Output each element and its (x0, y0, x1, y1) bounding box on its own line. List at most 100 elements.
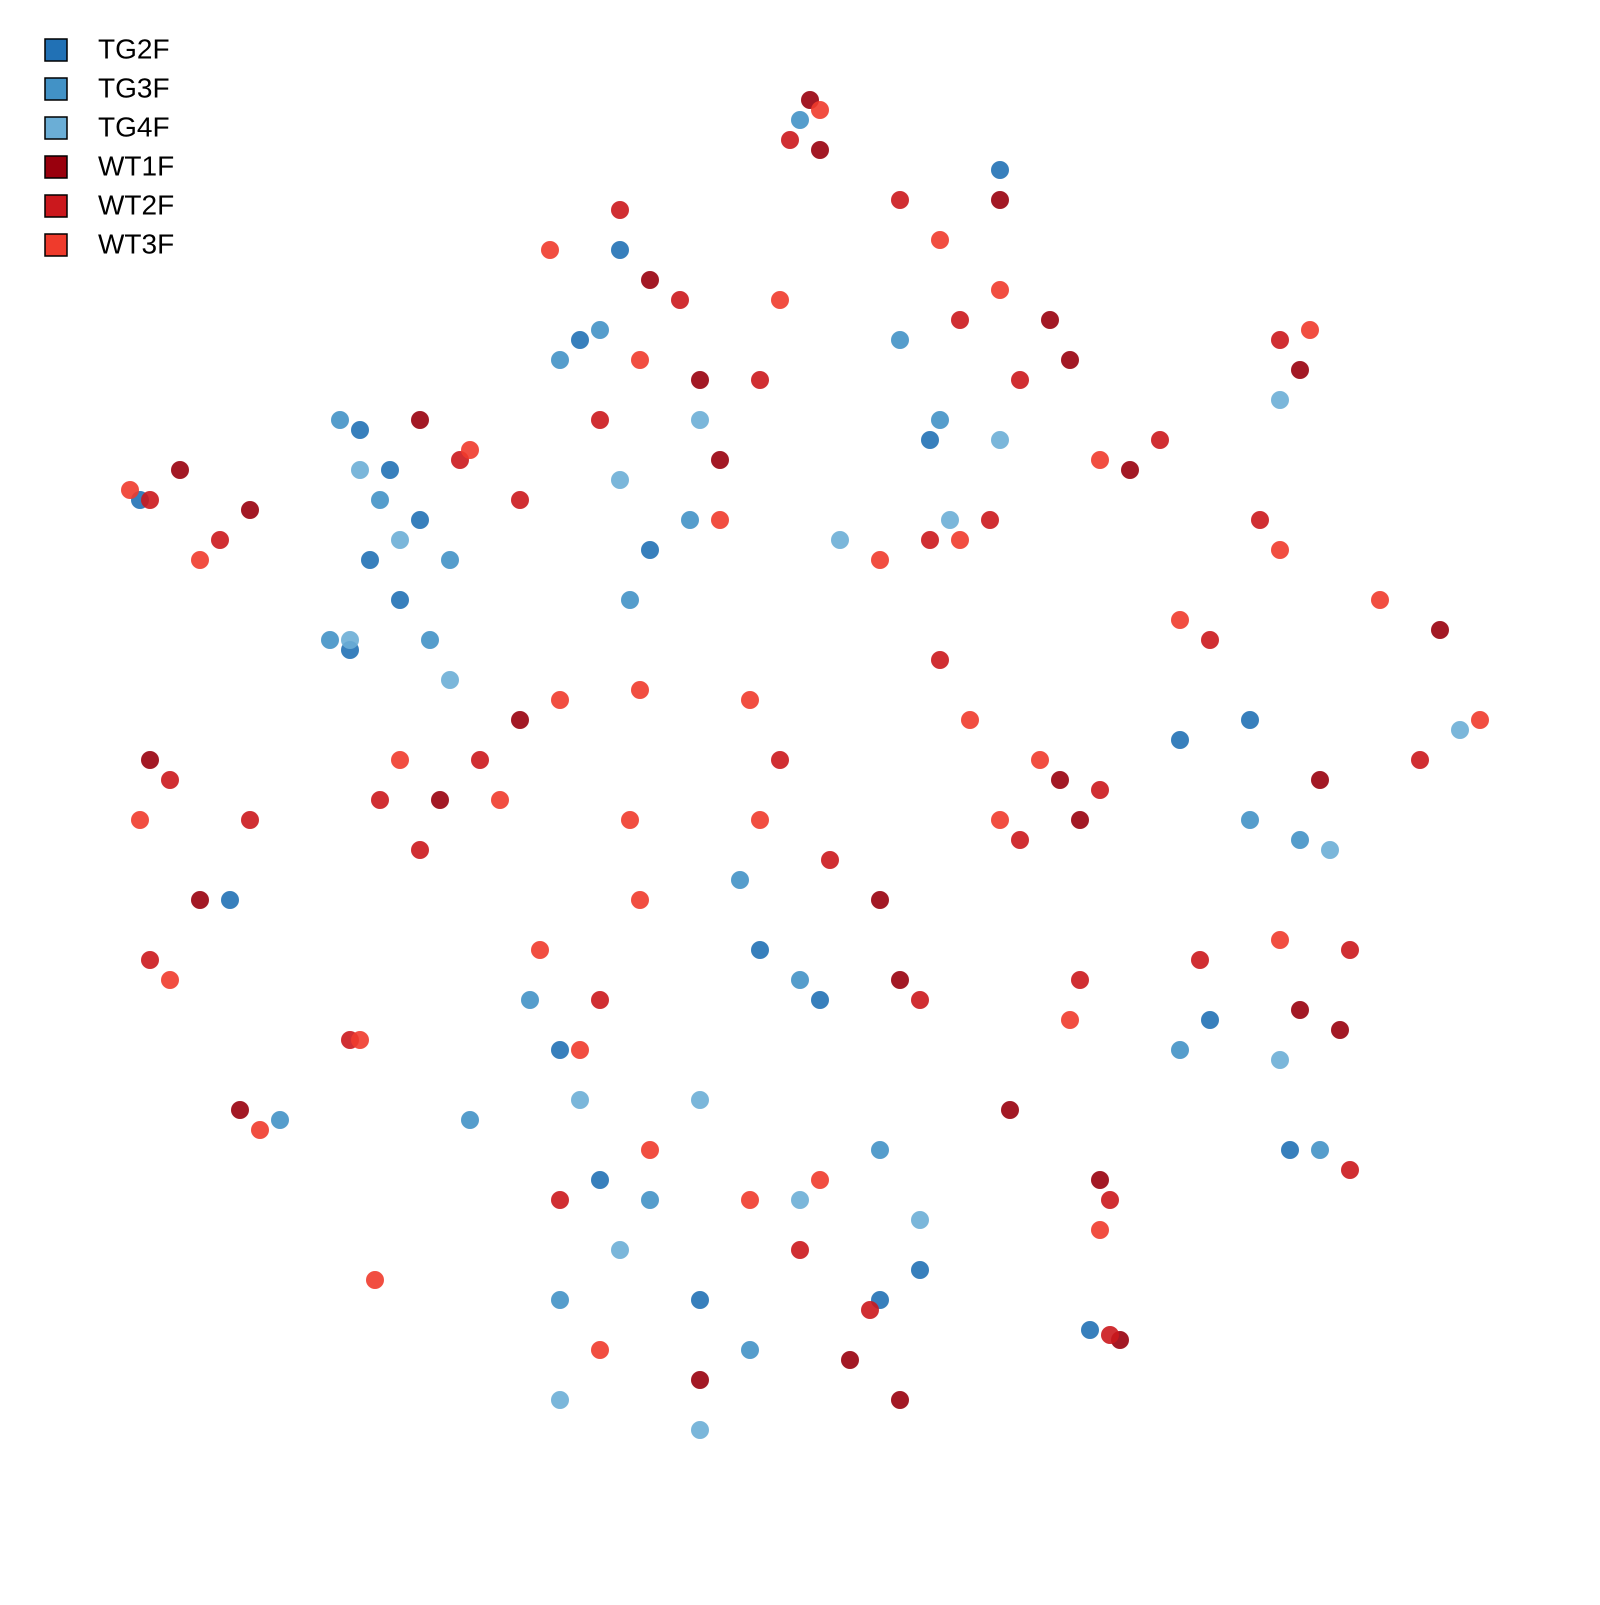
point (1201, 631, 1219, 649)
point (1121, 461, 1139, 479)
point (631, 891, 649, 909)
point (691, 1291, 709, 1309)
point (711, 451, 729, 469)
point (1291, 1001, 1309, 1019)
point (441, 671, 459, 689)
point (141, 751, 159, 769)
point (1291, 361, 1309, 379)
point (461, 441, 479, 459)
point (1301, 321, 1319, 339)
point (366, 1271, 384, 1289)
point (1201, 1011, 1219, 1029)
point (1091, 1221, 1109, 1239)
point (191, 551, 209, 569)
point (641, 271, 659, 289)
point (1101, 1191, 1119, 1209)
point (1271, 391, 1289, 409)
legend-label: TG4F (98, 111, 170, 142)
point (1031, 751, 1049, 769)
point (751, 371, 769, 389)
point (1451, 721, 1469, 739)
point (811, 991, 829, 1009)
point (1291, 831, 1309, 849)
legend-label: WT3F (98, 228, 174, 259)
point (751, 941, 769, 959)
point (1101, 1326, 1119, 1344)
legend: TG2F TG3F TG4F WT1F WT2F WT3F (44, 33, 174, 259)
point (1011, 371, 1029, 389)
point (891, 191, 909, 209)
point (1271, 541, 1289, 559)
point (191, 891, 209, 909)
point (931, 411, 949, 429)
point (1171, 731, 1189, 749)
point (1241, 711, 1259, 729)
point (361, 551, 379, 569)
point (991, 431, 1009, 449)
point (431, 791, 449, 809)
point (1091, 1171, 1109, 1189)
point (791, 1241, 809, 1259)
point (1311, 1141, 1329, 1159)
point (591, 411, 609, 429)
point (271, 1111, 289, 1129)
point (641, 541, 659, 559)
point (411, 511, 429, 529)
point (1071, 811, 1089, 829)
point (1411, 751, 1429, 769)
point (221, 891, 239, 909)
point (951, 531, 969, 549)
point (231, 1101, 249, 1119)
point (1011, 831, 1029, 849)
point (421, 631, 439, 649)
point (1271, 931, 1289, 949)
point (621, 591, 639, 609)
legend-swatch (44, 116, 68, 140)
point (591, 991, 609, 1009)
point (731, 871, 749, 889)
point (691, 1421, 709, 1439)
point (1371, 591, 1389, 609)
point (921, 531, 939, 549)
point (991, 191, 1009, 209)
point (611, 471, 629, 489)
point (391, 591, 409, 609)
point (1171, 611, 1189, 629)
point (551, 1291, 569, 1309)
point (611, 1241, 629, 1259)
point (121, 481, 139, 499)
point (1471, 711, 1489, 729)
point (621, 811, 639, 829)
point (391, 531, 409, 549)
point (1341, 1161, 1359, 1179)
point (891, 331, 909, 349)
point (411, 411, 429, 429)
point (591, 1171, 609, 1189)
point (791, 971, 809, 989)
point (911, 1261, 929, 1279)
point (1061, 351, 1079, 369)
point (831, 531, 849, 549)
legend-label: WT1F (98, 150, 174, 181)
legend-label: WT2F (98, 189, 174, 220)
point (741, 1191, 759, 1209)
point (161, 971, 179, 989)
legend-label: TG2F (98, 33, 170, 64)
legend-label: TG3F (98, 72, 170, 103)
point (871, 551, 889, 569)
point (871, 1141, 889, 1159)
point (691, 411, 709, 429)
point (921, 431, 939, 449)
point (161, 771, 179, 789)
point (1241, 811, 1259, 829)
point (1171, 1041, 1189, 1059)
point (951, 311, 969, 329)
point (821, 851, 839, 869)
point (1091, 451, 1109, 469)
point (251, 1121, 269, 1139)
legend-swatch (44, 233, 68, 257)
point (741, 691, 759, 709)
point (961, 711, 979, 729)
